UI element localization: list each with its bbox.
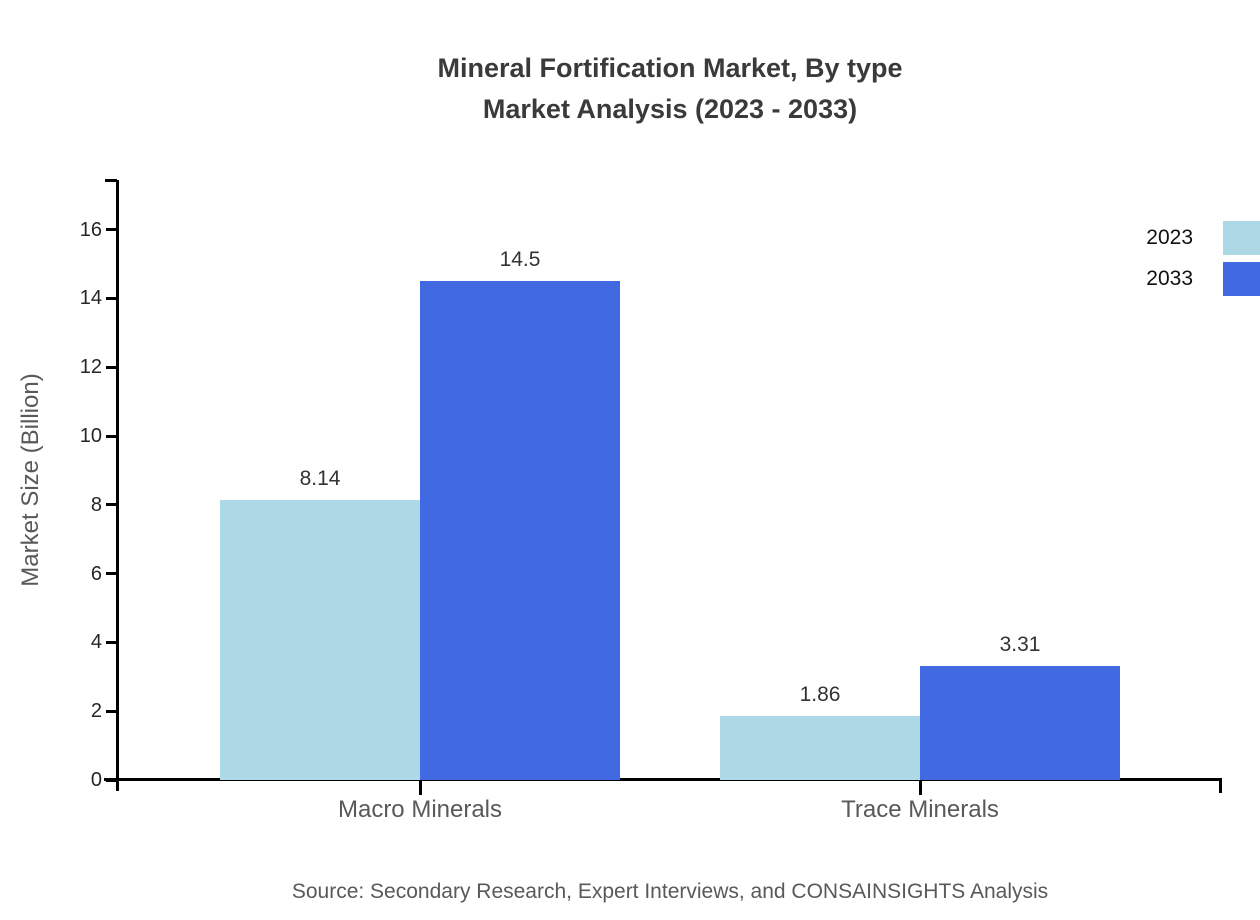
bar-2023-macro-minerals [220,499,420,780]
bar-2023-trace-minerals [720,716,920,780]
y-tick-mark [106,365,116,369]
y-tick-mark [106,572,116,576]
y-tick-mark [106,434,116,438]
legend-swatch-2033 [1223,261,1260,296]
y-axis-end-cap [105,179,117,182]
legend-item-2023: 2023 [1146,217,1260,258]
y-tick-label: 0 [90,769,102,791]
y-tick-label: 4 [90,631,102,654]
x-axis-end-cap [1219,780,1222,793]
chart-title: Mineral Fortification Market, By type Ma… [118,48,1222,130]
legend-label-2033: 2033 [1146,266,1193,290]
y-tick-label: 6 [90,562,102,585]
y-axis-line [116,180,119,791]
x-tick-mark [418,781,422,795]
legend-swatch-2023 [1223,220,1260,255]
y-tick-mark [106,296,116,300]
chart-title-line2: Market Analysis (2023 - 2033) [482,94,858,124]
y-tick-label: 14 [79,287,102,310]
value-label: 3.31 [999,633,1041,657]
legend-item-2033: 2033 [1146,258,1260,299]
y-tick-mark [106,640,116,644]
y-tick-mark [106,228,116,232]
y-tick-mark [106,709,116,713]
bar-2033-trace-minerals [920,666,1120,780]
y-tick-label: 8 [90,493,102,516]
y-tick-label: 12 [79,356,102,379]
category-label: Macro Minerals [337,796,503,823]
y-tick-label: 10 [79,425,102,447]
y-tick-label: 16 [79,218,102,241]
legend-label-2023: 2023 [1146,225,1193,249]
chart-title-line1: Mineral Fortification Market, By type [437,53,903,83]
source-note: Source: Secondary Research, Expert Inter… [291,880,1049,903]
category-label: Trace Minerals [841,796,999,823]
bar-2033-macro-minerals [420,281,620,780]
y-tick-mark [106,778,116,782]
x-axis-line [104,778,1222,781]
y-tick-mark [106,503,116,507]
x-tick-mark [918,781,922,795]
y-axis-title: Market Size (Billion) [17,373,44,587]
y-tick-label: 2 [90,700,102,723]
legend: 2023 2033 [1146,217,1260,299]
value-label: 8.14 [299,466,341,490]
value-label: 14.5 [499,248,541,272]
value-label: 1.86 [799,683,841,707]
